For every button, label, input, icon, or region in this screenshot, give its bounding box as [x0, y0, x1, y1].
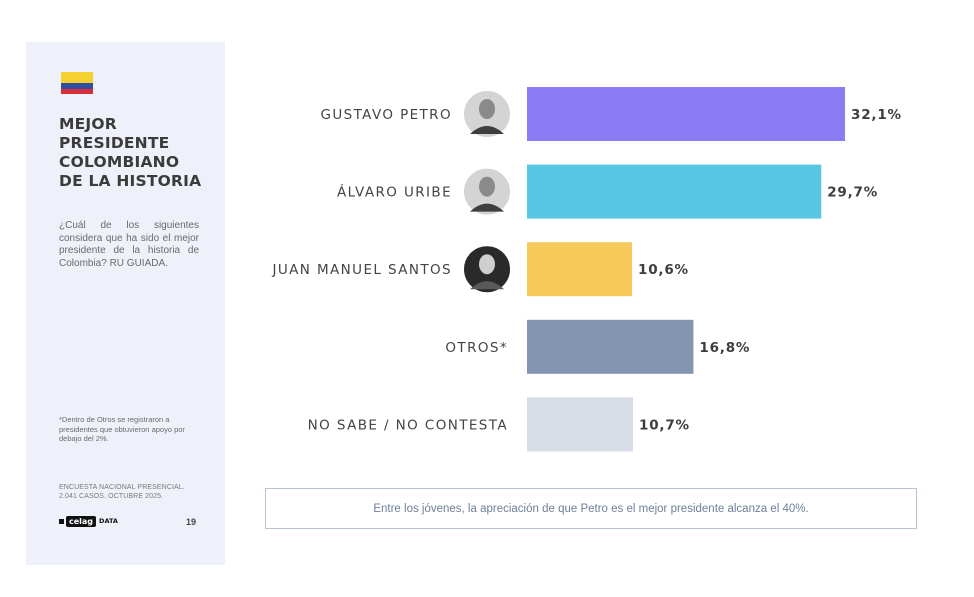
santos-portrait-shoulders: [470, 281, 504, 290]
value-label-3: 10,6%: [638, 262, 689, 278]
source-note: ENCUESTA NACIONAL PRESENCIAL. 2.041 CASO…: [59, 484, 185, 500]
value-label-1: 32,1%: [851, 107, 902, 123]
footnote: *Dentro de Otros se registraron a presid…: [59, 415, 185, 443]
category-label-2: ÁLVARO URIBE: [337, 184, 452, 201]
petro-portrait-face: [479, 99, 495, 119]
bar-1: [527, 87, 845, 141]
page-title: MEJOR PRESIDENTE COLOMBIANO DE LA HISTOR…: [59, 115, 202, 190]
category-label-4: OTROS*: [445, 340, 508, 356]
category-label-3: JUAN MANUEL SANTOS: [272, 262, 453, 278]
petro-portrait-shoulders: [470, 126, 504, 134]
bar-4: [527, 319, 694, 374]
sidebar-panel: MEJOR PRESIDENTE COLOMBIANO DE LA HISTOR…: [26, 42, 225, 565]
logo-text: celag: [66, 515, 97, 527]
celag-logo: celag DATA: [59, 514, 118, 528]
logo-mark-icon: [59, 518, 64, 524]
santos-portrait-face: [479, 254, 495, 275]
bar-2: [527, 164, 822, 219]
logo-subtext: DATA: [99, 517, 118, 525]
insight-note: Entre los jóvenes, la apreciación de que…: [265, 488, 917, 529]
survey-question: ¿Cuál de los siguientes considera que ha…: [59, 220, 199, 269]
value-label-4: 16,8%: [699, 340, 750, 356]
flag-stripe-blue: [61, 83, 93, 89]
flag-stripe-red: [61, 89, 93, 94]
colombia-flag-icon: [61, 72, 93, 94]
uribe-portrait-shoulders: [470, 203, 504, 212]
uribe-portrait-face: [479, 176, 495, 197]
page-number: 19: [186, 517, 197, 527]
insight-note-text: Entre los jóvenes, la apreciación de que…: [373, 502, 809, 515]
flag-stripe-yellow: [61, 72, 93, 83]
bar-5: [527, 397, 633, 452]
category-label-5: NO SABE / NO CONTESTA: [308, 417, 508, 433]
bar-3: [527, 242, 633, 297]
value-label-5: 10,7%: [639, 417, 690, 433]
category-label-1: GUSTAVO PETRO: [320, 107, 452, 123]
value-label-2: 29,7%: [827, 185, 878, 201]
